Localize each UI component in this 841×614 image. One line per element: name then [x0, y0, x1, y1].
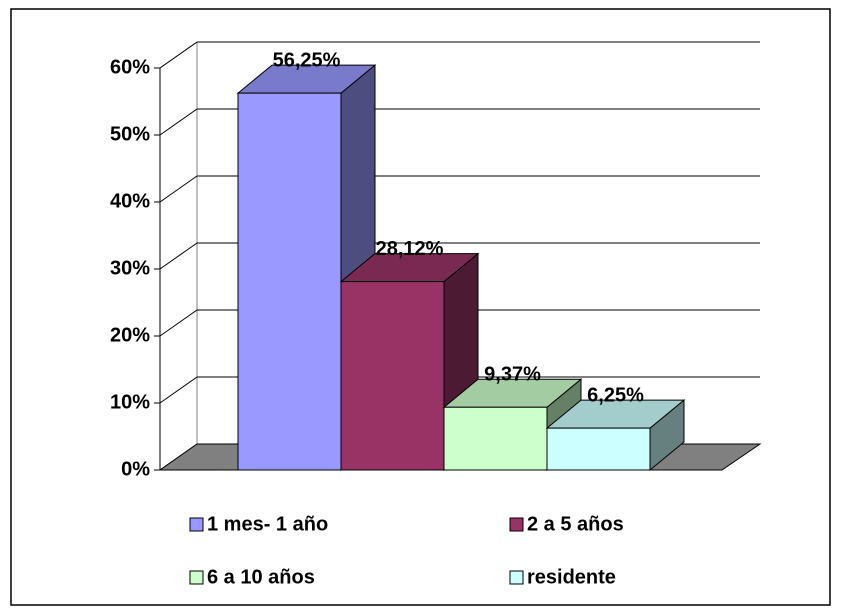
side-grid-line [159, 108, 198, 136]
bar [443, 406, 548, 471]
side-grid-line [159, 242, 198, 270]
side-grid-line [159, 376, 198, 404]
bar [546, 427, 651, 471]
bar [237, 92, 342, 471]
side-grid-line [159, 309, 198, 337]
legend-label: residente [527, 566, 616, 588]
legend-label: 6 a 10 años [207, 566, 315, 588]
bar [340, 281, 445, 471]
side-grid-line [159, 175, 198, 203]
value-label: 6,25% [587, 384, 644, 406]
legend-label: 2 a 5 años [527, 513, 624, 535]
legend-swatch [509, 570, 524, 585]
legend-swatch [189, 570, 204, 585]
y-tick-label: 10% [110, 391, 150, 413]
value-label: 56,25% [273, 49, 341, 71]
y-tick-label: 50% [110, 123, 150, 145]
side-grid-line [159, 41, 198, 69]
y-tick-label: 40% [110, 190, 150, 212]
y-tick-label: 30% [110, 257, 150, 279]
y-tick-label: 20% [110, 324, 150, 346]
value-label: 9,37% [484, 364, 541, 386]
y-tick-label: 60% [110, 56, 150, 78]
legend-swatch [509, 517, 524, 532]
legend-label: 1 mes- 1 año [207, 513, 328, 535]
y-tick-label: 0% [121, 458, 150, 480]
legend-swatch [189, 517, 204, 532]
value-label: 28,12% [376, 238, 444, 260]
